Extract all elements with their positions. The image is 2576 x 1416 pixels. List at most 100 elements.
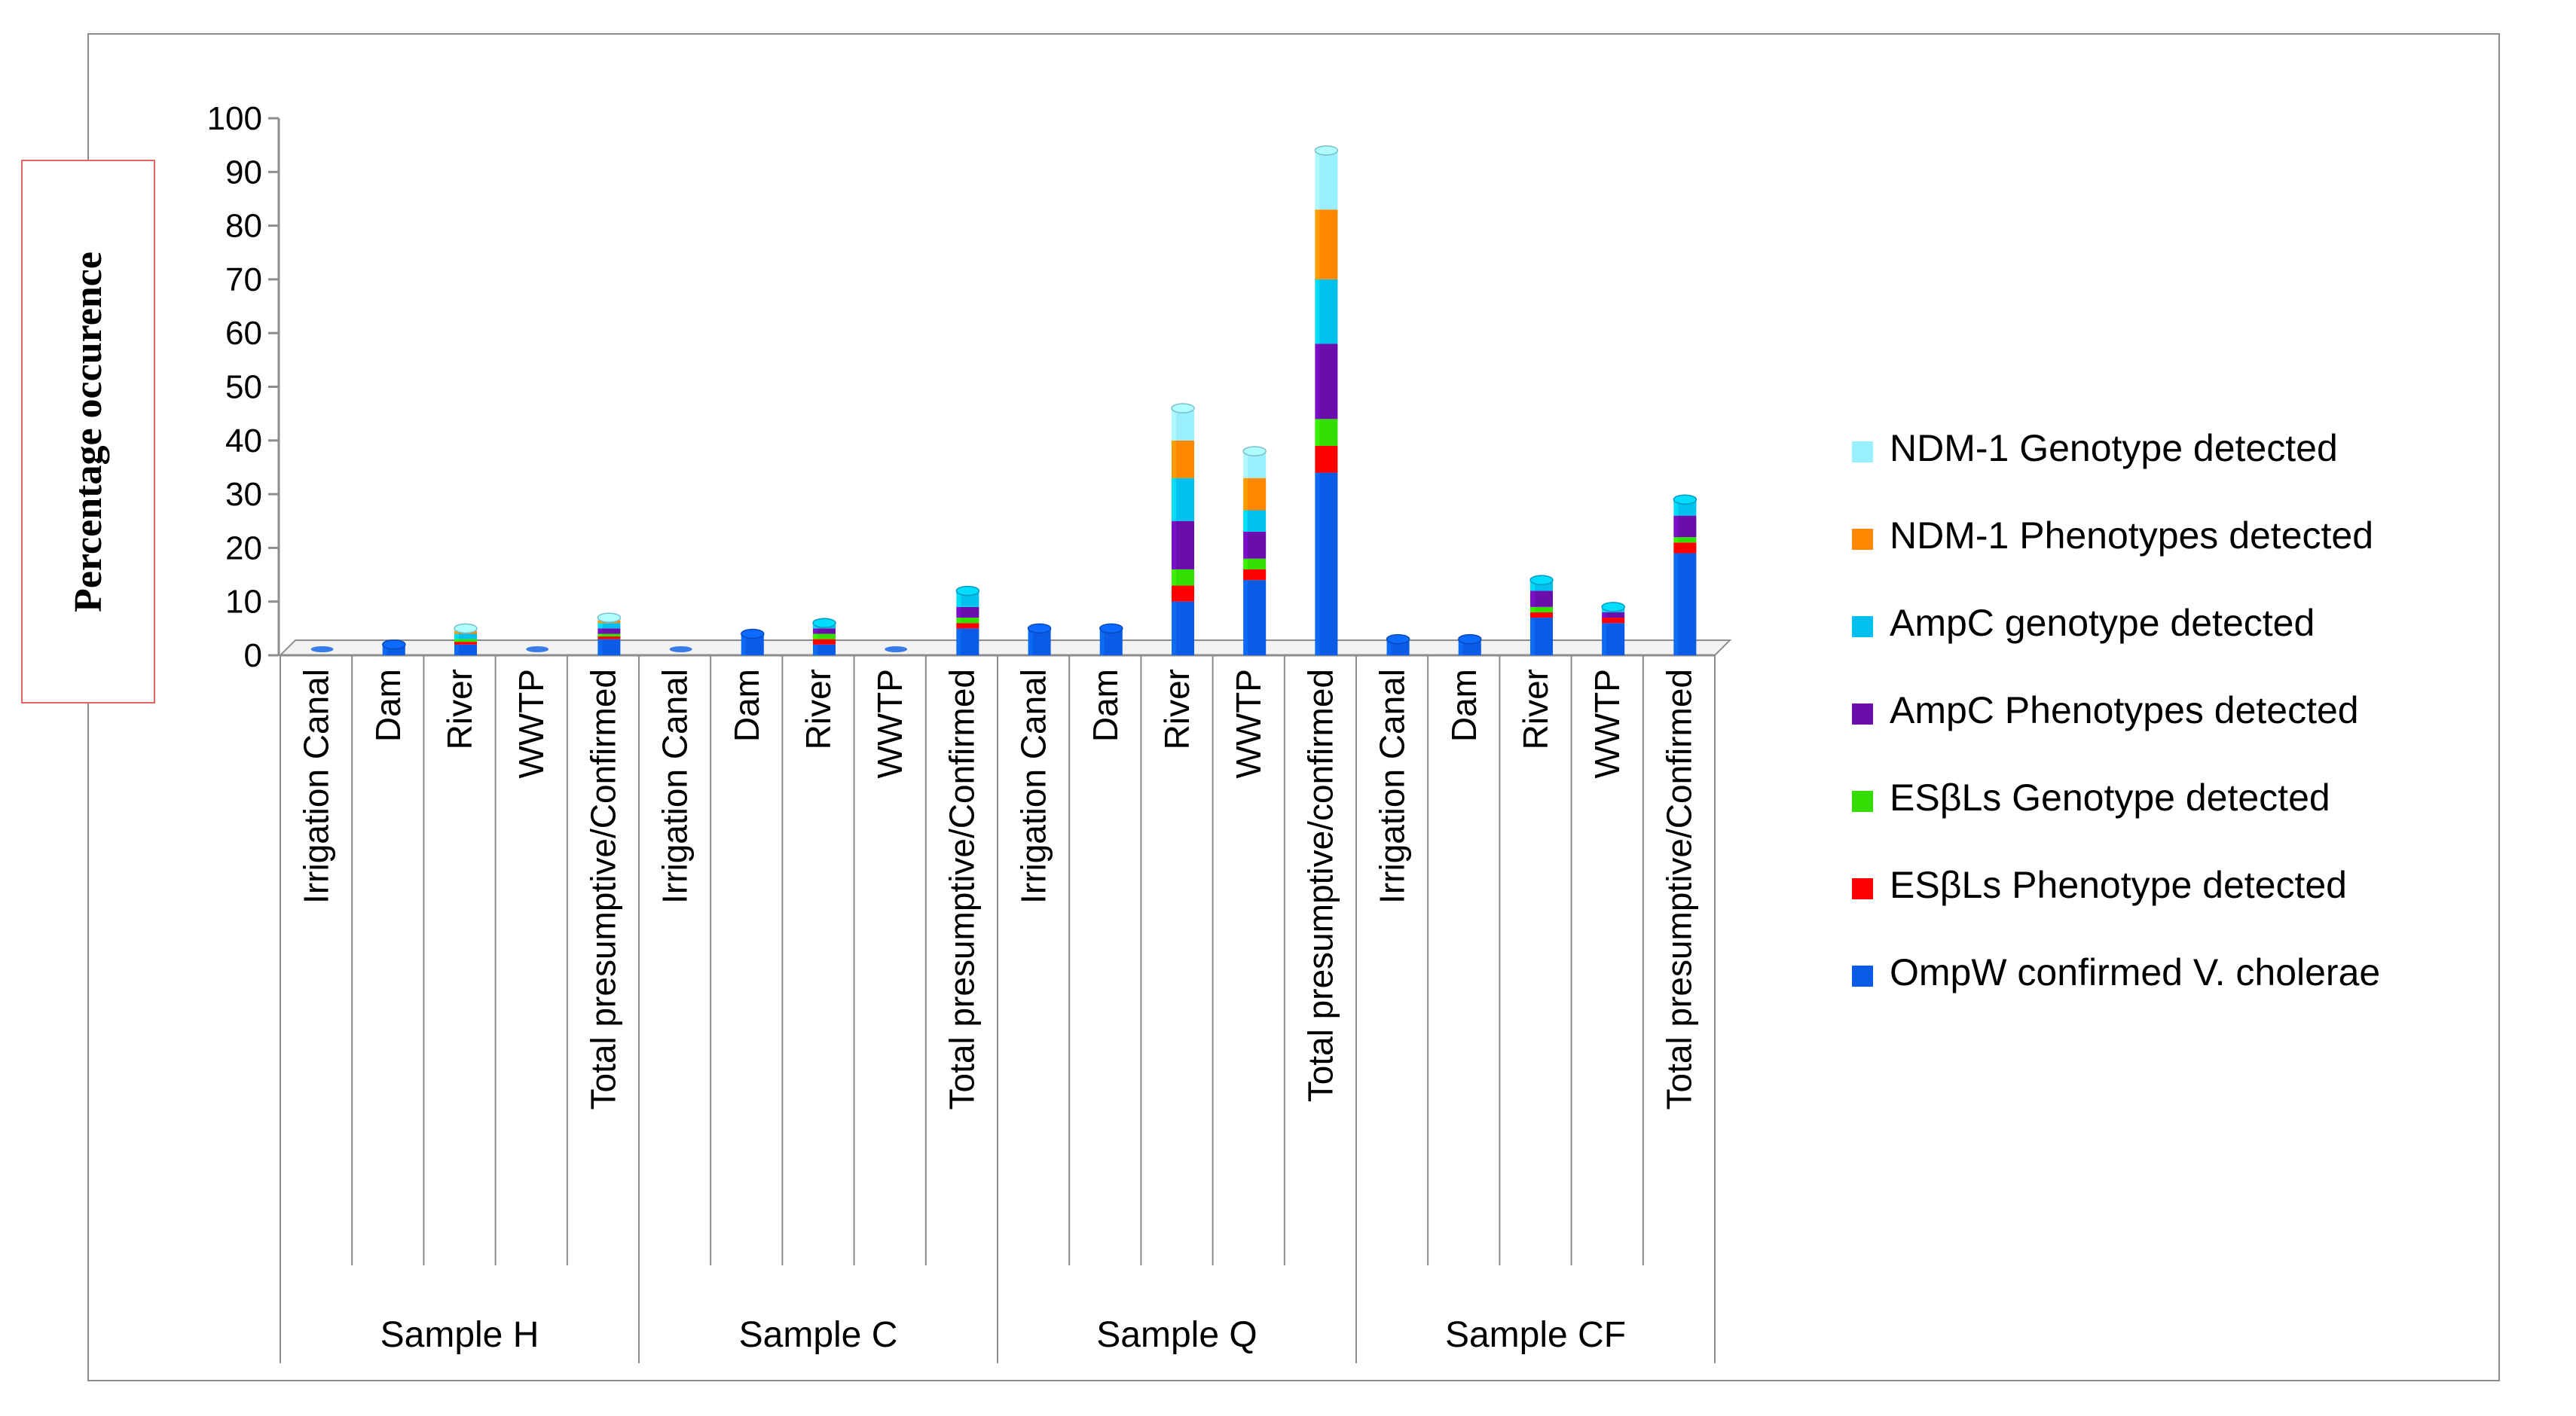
axis-labels: 0 10 20 30 40 50 60 70 80 90 100 Irrigation Canal Da… — [207, 100, 1699, 1355]
bar-highlight — [1172, 585, 1176, 602]
bar-highlight — [1530, 580, 1535, 591]
bar-highlight — [597, 628, 603, 634]
category-label: Irrigation Canal — [1014, 669, 1053, 904]
y-tick-label: 80 — [225, 208, 262, 245]
bar-zero-cap — [669, 646, 692, 652]
category-label: Dam — [368, 669, 408, 742]
bar-segment — [813, 628, 836, 634]
bar-highlight — [454, 633, 459, 639]
bar-segment — [1243, 558, 1267, 569]
legend-label: AmpC genotype detected — [1890, 602, 2315, 644]
bar-segment — [597, 633, 621, 637]
bar-highlight — [1673, 515, 1679, 538]
category-label: Irrigation Canal — [655, 669, 695, 904]
bar-highlight — [1386, 639, 1392, 655]
bar-highlight — [454, 644, 459, 655]
bar-segment — [454, 642, 477, 645]
bar-top-cap — [955, 585, 980, 597]
bar-highlight — [813, 633, 817, 639]
category-label: River — [1516, 669, 1555, 749]
category-label: Dam — [1444, 669, 1484, 742]
category-label: WWTP — [1229, 669, 1268, 779]
bar-highlight — [1028, 628, 1033, 655]
bar-highlight — [813, 639, 817, 645]
category-label: Irrigation Canal — [297, 669, 336, 904]
category-label: Dam — [727, 669, 766, 742]
bar-segment — [597, 623, 621, 629]
chart-frame — [87, 33, 2500, 1381]
legend-swatch — [1852, 703, 1873, 725]
y-axis-title-box: Percentage occurence — [21, 160, 155, 703]
bar-top-cap — [1458, 633, 1482, 645]
bar-segment — [1530, 612, 1553, 618]
bar-highlight — [1315, 150, 1320, 210]
bar-segment — [1530, 591, 1553, 607]
group-label: Sample C — [739, 1315, 898, 1355]
y-tick-label: 40 — [225, 423, 262, 459]
bar-top-cap — [597, 612, 622, 623]
bar-highlight — [1602, 612, 1607, 618]
bar-highlight — [813, 628, 817, 634]
bar-highlight — [956, 628, 961, 655]
bar-top-cap — [1099, 623, 1123, 634]
bar-highlight — [1172, 478, 1176, 521]
y-tick-label: 60 — [225, 315, 262, 352]
bar-highlight — [597, 623, 603, 629]
bar-segment — [597, 628, 621, 634]
bar-highlight — [454, 639, 459, 642]
group-label: Sample Q — [1096, 1315, 1257, 1355]
bar-segment — [1172, 569, 1194, 586]
bar-highlight — [1243, 478, 1248, 511]
bar-highlight — [1172, 520, 1176, 569]
category-label: Total presumptive/Confirmed — [1659, 669, 1698, 1109]
bar-highlight — [1602, 618, 1607, 624]
bar-highlight — [1458, 639, 1463, 655]
category-label: Dam — [1086, 669, 1125, 742]
bar-highlight — [1243, 451, 1248, 478]
bar-top-cap — [1601, 602, 1625, 612]
bar-highlight — [454, 630, 459, 634]
bar-zero-cap — [885, 646, 908, 652]
bar-highlight — [813, 644, 817, 655]
category-label: Total presumptive/Confirmed — [583, 669, 622, 1109]
bar-highlight — [597, 639, 603, 655]
bar-highlight — [1315, 343, 1320, 420]
bar-segment — [1243, 569, 1267, 581]
bar-highlight — [1673, 499, 1679, 516]
bar-highlight — [454, 642, 459, 645]
bar-highlight — [1315, 279, 1320, 344]
legend-label: ESβLs Genotype detected — [1890, 777, 2330, 819]
bar-segment — [454, 633, 477, 639]
category-label: WWTP — [512, 669, 551, 779]
bar-highlight — [1673, 537, 1679, 543]
group-label: Sample CF — [1445, 1315, 1626, 1355]
bar-segment — [597, 636, 621, 639]
bar-segment — [1673, 537, 1697, 543]
bar-highlight — [1243, 510, 1248, 533]
bar-top-cap — [1529, 575, 1554, 585]
y-tick-label: 20 — [225, 529, 262, 566]
bar-segment — [454, 639, 477, 642]
category-label: WWTP — [1587, 669, 1627, 779]
bar-top-cap — [454, 623, 478, 634]
bar-highlight — [1243, 532, 1248, 559]
category-label: Total presumptive/confirmed — [1300, 669, 1340, 1102]
bar-top-cap — [1386, 633, 1410, 645]
bar-highlight — [597, 633, 603, 637]
legend: NDM-1 Genotype detected NDM-1 Phenotypes … — [1852, 427, 2380, 993]
legend-label: AmpC Phenotypes detected — [1890, 689, 2359, 731]
bar-top-cap — [812, 618, 836, 628]
legend-label: ESβLs Phenotype detected — [1890, 864, 2347, 906]
y-tick-label: 90 — [225, 154, 262, 191]
bar-highlight — [1243, 580, 1248, 655]
bar-segment — [813, 633, 836, 639]
bar-highlight — [1099, 628, 1105, 655]
bar-highlight — [382, 644, 387, 655]
category-label: WWTP — [870, 669, 909, 779]
bar-highlight — [1602, 623, 1607, 655]
bar-highlight — [1315, 472, 1320, 655]
category-label: Total presumptive/Confirmed — [942, 669, 981, 1109]
axes — [268, 117, 1732, 1363]
bar-segment — [956, 606, 979, 618]
